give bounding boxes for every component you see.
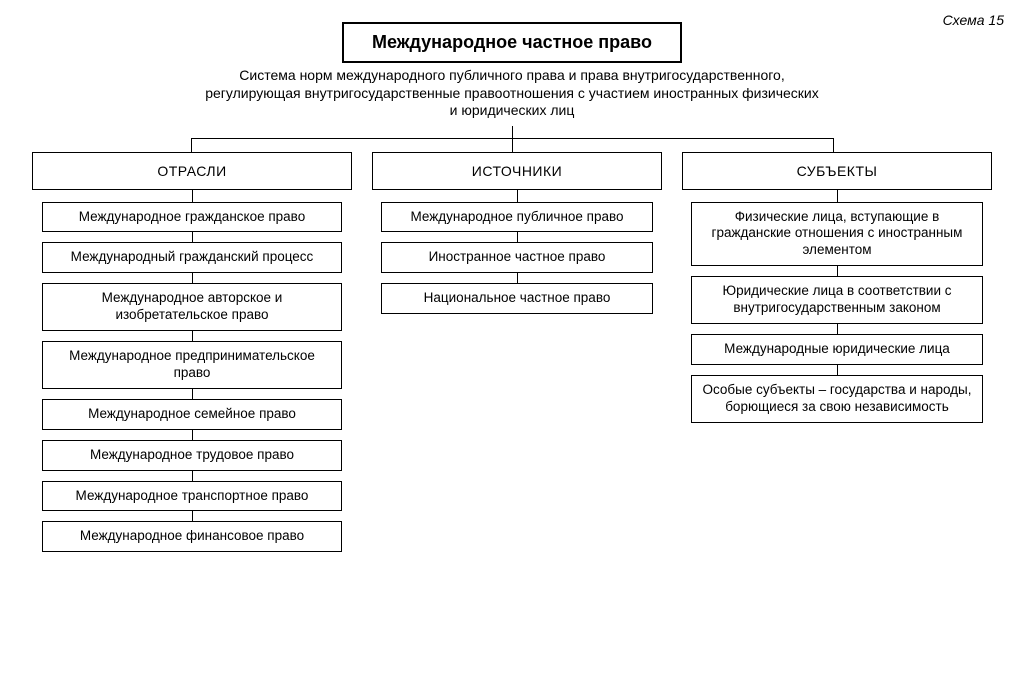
item-box: Международное публичное право [381, 202, 654, 233]
columns-container: ОТРАСЛИ Международное гражданское право … [32, 152, 992, 553]
item-box: Международное предпринимательское право [42, 341, 343, 389]
connector-line [837, 266, 838, 276]
item-box: Международное семейное право [42, 399, 343, 430]
connector-line [192, 389, 193, 399]
item-box: Международное финансовое право [42, 521, 343, 552]
connector-drop-0 [191, 138, 192, 152]
connector-stem [512, 126, 513, 138]
root-title-box: Международное частное право [342, 22, 682, 63]
item-box: Международное авторское и изобретательск… [42, 283, 343, 331]
column-header: СУБЪЕКТЫ [682, 152, 992, 190]
connector-line [517, 232, 518, 242]
connector-line [192, 511, 193, 521]
item-box: Международное транспортное право [42, 481, 343, 512]
item-box: Иностранное частное право [381, 242, 654, 273]
connector-line [192, 273, 193, 283]
connector-line [517, 190, 518, 202]
column-header: ИСТОЧНИКИ [372, 152, 662, 190]
column-header: ОТРАСЛИ [32, 152, 352, 190]
connector-bus [32, 126, 992, 152]
connector-line [192, 232, 193, 242]
connector-drop-1 [512, 138, 513, 152]
connector-line [837, 324, 838, 334]
connector-drop-2 [833, 138, 834, 152]
item-box: Международное гражданское право [42, 202, 343, 233]
column-sources: ИСТОЧНИКИ Международное публичное право … [372, 152, 662, 553]
connector-line [837, 365, 838, 375]
connector-line [837, 190, 838, 202]
connector-line [192, 331, 193, 341]
item-box: Юридические лица в соответствии с внутри… [691, 276, 982, 324]
connector-line [517, 273, 518, 283]
item-box: Национальное частное право [381, 283, 654, 314]
connector-line [192, 190, 193, 202]
item-box: Физические лица, вступающие в граждански… [691, 202, 982, 267]
connector-line [192, 430, 193, 440]
root-description: Система норм международного публичного п… [202, 67, 822, 120]
diagram-root: Международное частное право Система норм… [16, 22, 1008, 552]
connector-line [192, 471, 193, 481]
item-box: Особые субъекты – государства и народы, … [691, 375, 982, 423]
item-box: Международные юридические лица [691, 334, 982, 365]
item-box: Международный гражданский процесс [42, 242, 343, 273]
item-box: Международное трудовое право [42, 440, 343, 471]
column-branches: ОТРАСЛИ Международное гражданское право … [32, 152, 352, 553]
column-subjects: СУБЪЕКТЫ Физические лица, вступающие в г… [682, 152, 992, 553]
